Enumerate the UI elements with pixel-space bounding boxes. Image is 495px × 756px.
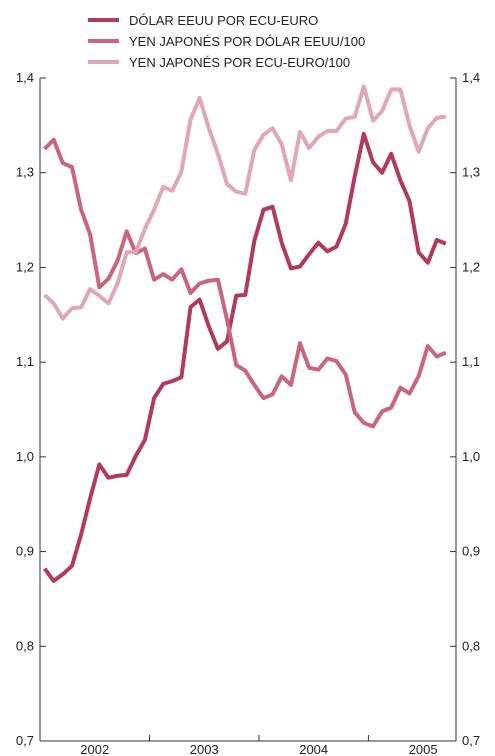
series-lines	[42, 84, 447, 583]
left-y-tick-label: 0,7	[16, 733, 34, 748]
legend-label-1: DÓLAR EEUU POR ECU-EURO	[129, 13, 318, 28]
left-y-tick-label: 1,2	[16, 259, 34, 274]
legend: DÓLAR EEUU POR ECU-EURO YEN JAPONÉS POR D…	[88, 13, 365, 70]
left-y-tick-label: 0,8	[16, 638, 34, 653]
x-tick-label: 2005	[409, 742, 438, 756]
legend-label-3: YEN JAPONÉS POR ECU-EURO/100	[129, 55, 350, 70]
left-y-axis-ticks: 0,7 0,8 0,9 1,0 1,1 1,2 1,3 1,4	[16, 70, 46, 748]
right-y-axis-ticks: 0,7 0,8 0,9 1,0 1,1 1,2 1,3 1,4	[450, 70, 480, 748]
series-line-3	[43, 84, 447, 321]
chart-axes	[39, 78, 457, 742]
right-y-tick-label: 0,8	[462, 638, 480, 653]
right-y-tick-label: 1,3	[462, 165, 480, 180]
right-y-tick-label: 0,9	[462, 544, 480, 559]
right-y-tick-label: 1,1	[462, 354, 480, 369]
left-y-tick-label: 1,0	[16, 449, 34, 464]
x-tick-label: 2003	[190, 742, 219, 756]
left-y-tick-label: 1,3	[16, 165, 34, 180]
right-y-tick-label: 1,2	[462, 259, 480, 274]
right-y-tick-label: 1,4	[462, 70, 480, 85]
x-tick-label: 2004	[299, 742, 328, 756]
left-y-tick-label: 1,1	[16, 354, 34, 369]
left-y-tick-label: 1,4	[16, 70, 34, 85]
right-y-tick-label: 0,7	[462, 733, 480, 748]
legend-label-2: YEN JAPONÉS POR DÓLAR EEUU/100	[129, 34, 365, 49]
x-axis-ticks: 2002 2003 2004 2005	[39, 735, 457, 756]
x-tick-label: 2002	[80, 742, 109, 756]
right-y-tick-label: 1,0	[462, 449, 480, 464]
left-y-tick-label: 0,9	[16, 544, 34, 559]
series-line-2	[43, 137, 447, 429]
series-line-1	[42, 131, 447, 583]
